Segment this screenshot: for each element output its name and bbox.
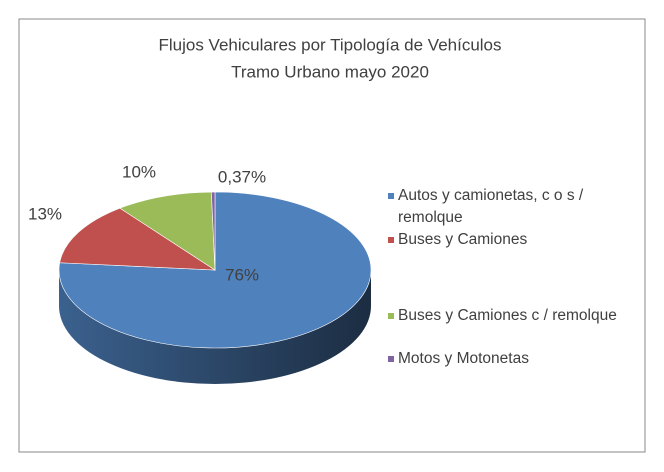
pie-slice <box>119 191 216 271</box>
legend-swatch <box>388 193 394 199</box>
legend-label: Motos y Motonetas <box>398 350 529 367</box>
pie-side <box>59 270 371 384</box>
legend-item: Buses y Camiones c / remolque <box>388 305 628 327</box>
legend-item: Motos y Motonetas <box>388 348 628 370</box>
pie-slice <box>211 191 216 271</box>
legend-item: Autos y camionetas, c o s / remolque <box>388 185 628 229</box>
legend-swatch <box>388 237 394 243</box>
data-label: 10% <box>122 162 156 181</box>
legend-label: Buses y Camiones <box>398 231 528 248</box>
data-label: 13% <box>28 204 62 223</box>
pie-slice <box>59 207 217 271</box>
chart-title: Flujos Vehiculares por Tipología de Vehí… <box>158 35 501 54</box>
legend-swatch <box>388 313 394 319</box>
legend-label: Buses y Camiones c / remolque <box>398 307 617 324</box>
legend-label: Autos y camionetas, c o s / remolque <box>398 187 584 226</box>
data-label: 76% <box>225 265 259 284</box>
legend-swatch <box>388 356 394 362</box>
chart-subtitle: Tramo Urbano mayo 2020 <box>231 62 429 81</box>
data-label: 0,37% <box>218 167 266 186</box>
legend-item: Buses y Camiones <box>388 229 628 251</box>
